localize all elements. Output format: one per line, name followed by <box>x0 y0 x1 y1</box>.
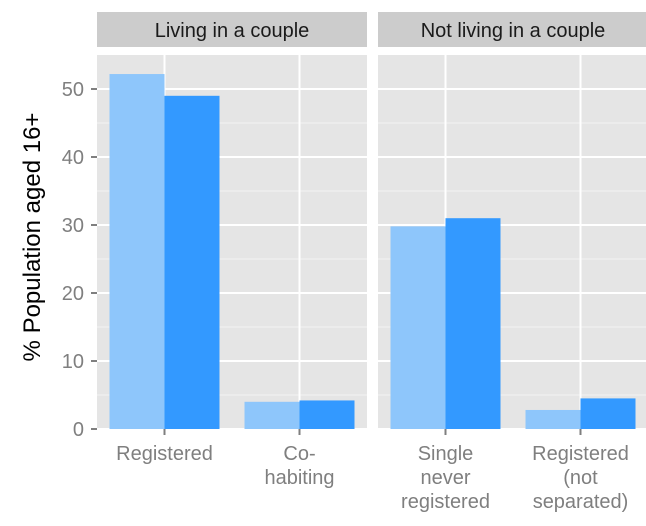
bar-1 <box>390 226 446 429</box>
x-tick-label-line: Co- <box>283 443 315 465</box>
x-tick-label: Co-habiting <box>264 443 334 489</box>
y-tick-label: 10 <box>62 351 84 373</box>
y-tick-label: 20 <box>62 283 84 305</box>
bar-2 <box>445 218 501 429</box>
x-tick-label: Single never registered <box>401 443 490 513</box>
facet-strip-label: Not living in a couple <box>421 20 606 42</box>
bar-1 <box>525 409 581 429</box>
y-tick-label: 0 <box>73 419 84 441</box>
y-tick-label: 40 <box>62 147 84 169</box>
bar-2 <box>164 95 220 430</box>
facet-strip <box>378 12 646 47</box>
bar-1 <box>244 401 300 429</box>
facet-strip-label: Living in a couple <box>155 20 310 42</box>
bar-1 <box>109 74 165 429</box>
x-tick-label-line: habiting <box>264 467 334 489</box>
x-tick-label-line: separated) <box>533 491 629 513</box>
y-tick-label: 50 <box>62 79 84 101</box>
y-tick-label: 30 <box>62 215 84 237</box>
facet-strip <box>97 12 367 47</box>
x-tick-label: Registered (not separated) <box>532 443 629 513</box>
x-tick-label-line: Single <box>418 443 474 465</box>
x-tick-label-line: (not <box>563 467 598 489</box>
bar-2 <box>299 400 355 429</box>
x-tick-label-line: registered <box>401 491 490 513</box>
x-tick-label: Registered <box>116 443 213 465</box>
x-tick-label-line: never <box>420 467 470 489</box>
x-tick-label-line: Registered <box>116 443 213 465</box>
x-tick-label-line: Registered <box>532 443 629 465</box>
bar-2 <box>580 398 636 429</box>
y-axis-label: % Population aged 16+ <box>19 113 46 362</box>
